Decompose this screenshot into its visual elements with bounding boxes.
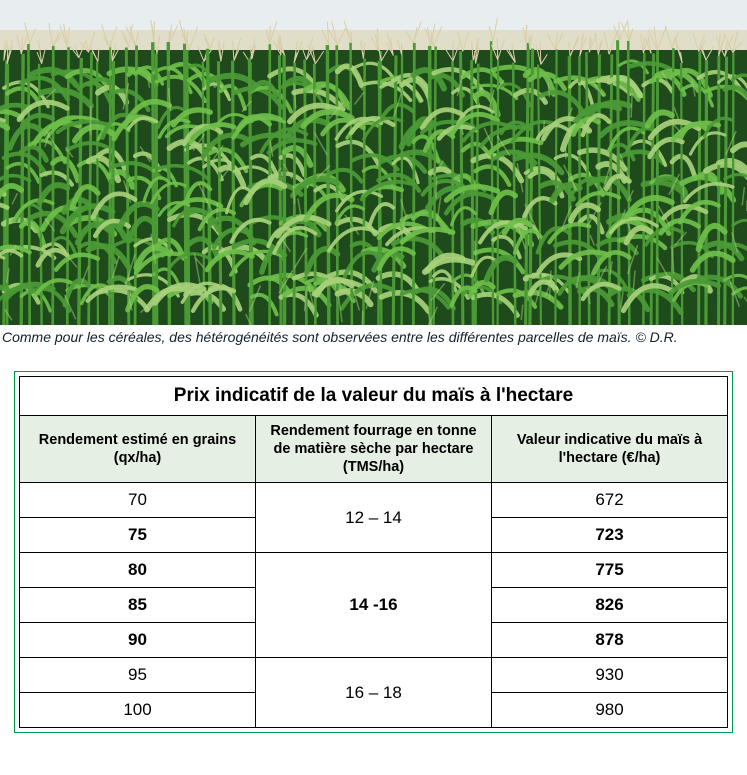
figure: Comme pour les céréales, des hétérogénéi…: [0, 0, 747, 345]
cell-value: 878: [492, 623, 728, 658]
cell-value: 672: [492, 483, 728, 518]
cornfield-photo: [0, 0, 747, 325]
col-header-fourrage: Rendement fourrage en tonne de matière s…: [256, 416, 492, 483]
table-title: Prix indicatif de la valeur du maïs à l'…: [20, 377, 728, 416]
cell-fourrage: 14 -16: [256, 553, 492, 658]
price-table-container: Prix indicatif de la valeur du maïs à l'…: [14, 371, 733, 733]
table-body: 7012 – 14672757238014 -16775858269087895…: [20, 483, 728, 728]
table-header-row: Rendement estimé en grains (qx/ha) Rende…: [20, 416, 728, 483]
table-row: 9516 – 18930: [20, 658, 728, 693]
cell-yield: 70: [20, 483, 256, 518]
cell-fourrage: 12 – 14: [256, 483, 492, 553]
price-table: Prix indicatif de la valeur du maïs à l'…: [19, 376, 728, 728]
cell-yield: 75: [20, 518, 256, 553]
cell-value: 826: [492, 588, 728, 623]
cell-yield: 85: [20, 588, 256, 623]
figure-caption: Comme pour les céréales, des hétérogénéi…: [0, 325, 747, 345]
cell-fourrage: 16 – 18: [256, 658, 492, 728]
cell-value: 980: [492, 693, 728, 728]
cell-value: 930: [492, 658, 728, 693]
table-row: 8014 -16775: [20, 553, 728, 588]
cell-value: 723: [492, 518, 728, 553]
table-row: 7012 – 14672: [20, 483, 728, 518]
cell-yield: 100: [20, 693, 256, 728]
cell-yield: 95: [20, 658, 256, 693]
cell-yield: 90: [20, 623, 256, 658]
col-header-yield: Rendement estimé en grains (qx/ha): [20, 416, 256, 483]
cell-yield: 80: [20, 553, 256, 588]
col-header-value: Valeur indicative du maïs à l'hectare (€…: [492, 416, 728, 483]
cell-value: 775: [492, 553, 728, 588]
